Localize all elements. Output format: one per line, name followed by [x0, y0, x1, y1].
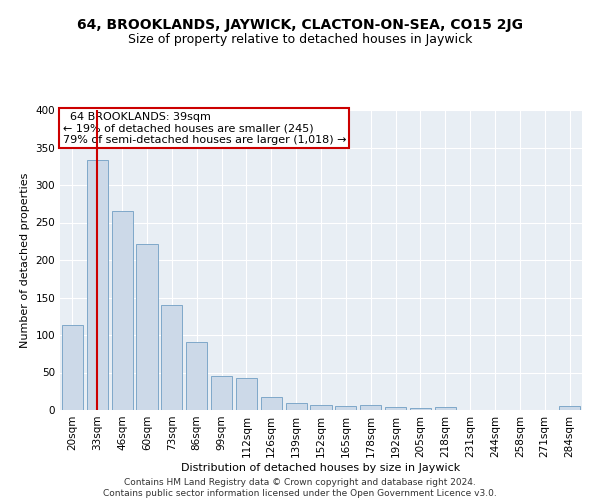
Bar	[385, 407, 406, 410]
Bar	[161, 305, 182, 410]
Bar	[186, 342, 207, 410]
Text: Contains HM Land Registry data © Crown copyright and database right 2024.
Contai: Contains HM Land Registry data © Crown c…	[103, 478, 497, 498]
Y-axis label: Number of detached properties: Number of detached properties	[20, 172, 30, 348]
Bar	[286, 403, 307, 410]
Bar	[310, 405, 332, 410]
Bar	[559, 406, 580, 410]
Bar	[435, 407, 456, 410]
Bar	[410, 408, 431, 410]
Bar	[87, 160, 108, 410]
Bar	[112, 211, 133, 410]
Bar	[360, 405, 381, 410]
Bar	[62, 324, 83, 410]
Text: 64, BROOKLANDS, JAYWICK, CLACTON-ON-SEA, CO15 2JG: 64, BROOKLANDS, JAYWICK, CLACTON-ON-SEA,…	[77, 18, 523, 32]
Bar	[211, 376, 232, 410]
Bar	[335, 406, 356, 410]
Text: Size of property relative to detached houses in Jaywick: Size of property relative to detached ho…	[128, 32, 472, 46]
Text: 64 BROOKLANDS: 39sqm  
← 19% of detached houses are smaller (245)
79% of semi-de: 64 BROOKLANDS: 39sqm ← 19% of detached h…	[62, 112, 346, 144]
Bar	[136, 244, 158, 410]
X-axis label: Distribution of detached houses by size in Jaywick: Distribution of detached houses by size …	[181, 462, 461, 472]
Bar	[236, 378, 257, 410]
Bar	[261, 397, 282, 410]
